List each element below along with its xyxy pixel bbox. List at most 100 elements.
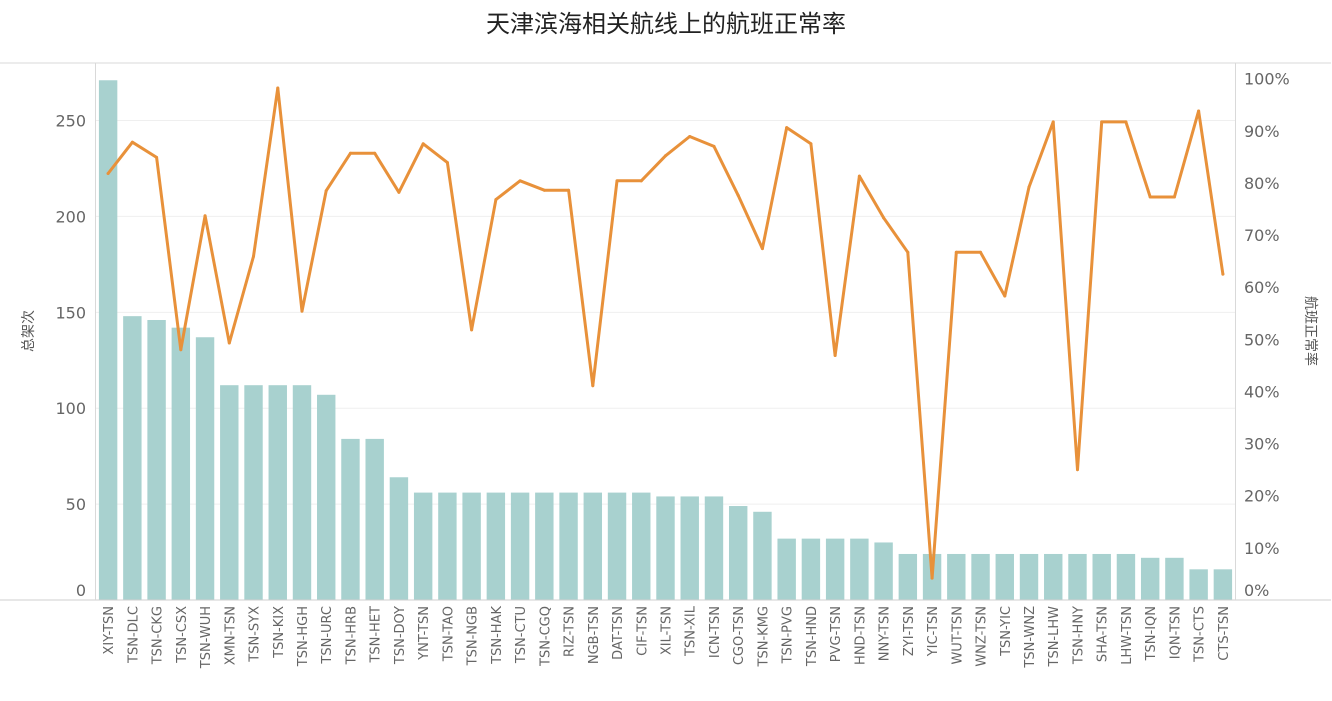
bar [1068,553,1087,600]
bar [510,492,530,600]
x-tick-label: XMN-TSN [223,606,238,665]
axes [0,62,1331,601]
line-point [882,216,886,220]
line-point [494,198,498,202]
bar [1019,553,1039,600]
x-tick-label: TSN-CKG [151,606,166,665]
bar [607,492,627,600]
x-tick-label: IQN-TSN [1168,606,1183,659]
bar [1189,569,1208,600]
bar [559,492,578,600]
x-tick-label: NGB-TSN [587,606,602,664]
line-point [421,142,425,146]
x-tick-label: TSN-HRB [345,606,360,665]
line-point [1148,195,1152,199]
bar [850,538,869,600]
bar [583,492,603,600]
bar [413,492,433,600]
x-tick-label: TSN-HNY [1072,606,1087,665]
x-tick-label: XIY-TSN [102,606,117,655]
x-tick-label: TSN-DLC [126,606,141,664]
x-tick-label: TSN-NGB [466,606,481,666]
line-point [664,154,667,158]
bar [777,538,796,600]
line-point [1051,120,1055,124]
line-point [1197,109,1201,113]
line-point [857,174,861,178]
left-tick-label: 100 [55,399,86,418]
x-tick-label: TSN-CTS [1193,606,1208,663]
x-tick-label: CTS-TSN [1217,606,1232,661]
x-tick-label: TSN-YIC [999,606,1014,657]
x-tick-label: SHA-TSN [1096,606,1111,662]
y-axis-right-title: 航班正常率 [1302,296,1319,366]
bar [268,385,287,600]
line-point [252,254,256,258]
line-point [1172,195,1176,199]
bar [220,385,239,600]
chart-title: 天津滨海相关航线上的航班正常率 [486,10,846,38]
x-tick-label: TSN-PVG [781,606,796,664]
x-tick-label: TSN-LHW [1047,606,1062,668]
line-point [615,179,619,183]
x-tick-label: LHW-TSN [1120,606,1135,665]
right-tick-label: 60% [1244,278,1280,297]
right-tick-label: 100% [1244,70,1290,89]
x-tick-label: WUT-TSN [950,606,965,665]
bar [1092,553,1111,600]
bar [1116,553,1136,600]
x-tick-label: TSN-URC [320,606,335,665]
bar [656,496,675,600]
x-tick-label: NNY-TSN [878,606,893,661]
bar-series [98,80,1233,600]
bar [632,492,651,600]
x-tick-label: HND-TSN [853,606,868,665]
x-tick-label: TSN-DOY [393,606,408,665]
left-tick-label: 0 [76,581,86,600]
line-point [324,189,328,193]
bar [971,553,990,600]
line-point [397,190,401,194]
right-tick-label: 0% [1244,581,1269,600]
y-axis-left-title: 总架次 [21,310,37,352]
line-point [809,142,813,146]
line-point [833,353,837,357]
line-point [373,151,377,155]
line-point [348,151,352,155]
x-tick-label: TSN-CSX [175,606,190,664]
x-tick-label: DAT-TSN [611,606,626,660]
line-point [1124,120,1128,124]
bar [341,438,360,600]
bar [123,316,142,600]
left-tick-label: 200 [55,207,86,226]
x-tick-label: YIC-TSN [926,606,941,657]
x-tick-label: XIL-TSN [660,606,675,655]
line-point [760,247,764,251]
bar [995,553,1014,600]
right-tick-label: 20% [1244,487,1280,506]
line-series [106,86,1225,580]
line-point [785,126,789,130]
line-point [1075,468,1079,472]
line-point [712,144,716,148]
bar [438,492,457,600]
line-point [155,155,159,159]
bar [317,394,336,600]
x-tick-label: RIZ-TSN [563,606,578,657]
line-point [736,193,740,197]
bar [389,477,409,600]
x-tick-label: TSN-CTU [514,606,529,664]
line-point [130,140,134,144]
bar [365,438,384,600]
left-tick-label: 50 [66,495,86,514]
line-point [954,250,958,254]
left-tick-label: 250 [55,112,86,131]
bar [801,538,821,600]
line-point [591,384,595,388]
line-point [906,250,910,254]
left-tick-label: 150 [55,303,86,322]
x-tick-label: TSN-HND [805,606,820,667]
x-tick-label: TSN-HET [369,606,384,664]
bar [98,80,118,600]
